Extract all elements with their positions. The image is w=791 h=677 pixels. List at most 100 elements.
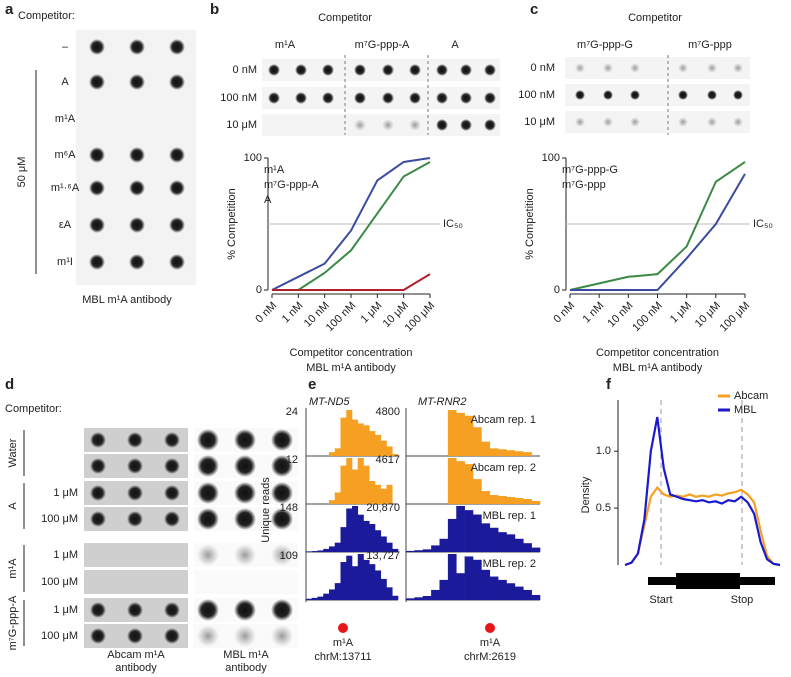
blot-dot [169, 180, 185, 196]
blot-dot [436, 92, 448, 104]
coverage-bin [489, 527, 499, 552]
coverage-bin [473, 479, 482, 504]
coverage-bin [431, 589, 440, 600]
blot-dot [460, 119, 472, 131]
x-tick-label: 100 μM [718, 300, 753, 335]
site-position: chrM:13711 [314, 651, 371, 663]
blot-dot [127, 458, 143, 474]
coverage-bin [523, 589, 532, 600]
panel-letter: d [5, 376, 14, 393]
coverage-bin [334, 492, 341, 504]
group-label: Water [7, 438, 19, 467]
group-label: m⁷G-ppp-A [7, 595, 19, 650]
gene-label: MT-RNR2 [418, 396, 467, 408]
series-line [570, 173, 746, 291]
x-tick-label: 0 nM [551, 300, 577, 326]
track-max: 13,727 [366, 550, 400, 562]
coverage-bin [352, 469, 359, 504]
coverage-bin [406, 550, 415, 552]
coverage-bin [386, 587, 393, 600]
coverage-bin [329, 500, 336, 504]
coverage-bin [456, 506, 465, 552]
concentration-label: 1 μM [53, 549, 78, 561]
y-tick-label: 100 [542, 152, 560, 164]
blot-dot [234, 455, 256, 477]
blot-dot [127, 485, 143, 501]
blot-row-label: 0 nM [531, 62, 555, 74]
coverage-bin [357, 458, 364, 504]
coverage-bin [506, 534, 516, 552]
coverage-bin [346, 410, 353, 456]
blot-dot [169, 39, 185, 55]
caption: MBL m¹A antibody [82, 294, 172, 306]
blot-dot [271, 599, 293, 621]
coverage-bin [506, 450, 516, 456]
blot-dot [382, 64, 394, 76]
coverage-bin [506, 583, 516, 600]
panel-letter: a [5, 1, 14, 18]
row-label: m¹A [55, 113, 76, 125]
coverage-bin [375, 570, 382, 600]
x-axis-label: MBL m¹A antibody [306, 362, 396, 374]
blot-dot [197, 544, 219, 566]
blot-dot [169, 217, 185, 233]
blot-row-label: 0 nM [233, 64, 257, 76]
blot-dot [89, 254, 105, 270]
coverage-bin [481, 523, 491, 552]
panel-letter: e [308, 376, 316, 393]
blot-dot [707, 117, 717, 127]
blot [565, 111, 750, 133]
track-max: 4800 [376, 406, 400, 418]
blot [194, 570, 298, 594]
coverage-bin [369, 564, 376, 600]
coverage-bin [346, 508, 353, 552]
coverage-bin [481, 491, 491, 504]
concentration-label: 100 μM [41, 513, 78, 525]
coverage-bin [422, 549, 432, 552]
y-axis-label: % Competition [524, 188, 536, 260]
track-max: 109 [280, 550, 298, 562]
coverage-bin [456, 573, 465, 600]
blot-dot [234, 482, 256, 504]
coverage-bin [514, 451, 524, 456]
blot-dot [169, 74, 185, 90]
y-axis-label: % Competition [226, 188, 238, 260]
row-label: – [62, 41, 69, 53]
coverage-bin [531, 594, 541, 600]
track-max: 12 [286, 454, 298, 466]
coverage-bin [498, 579, 507, 600]
blot-dot [90, 458, 106, 474]
coverage-bin [447, 410, 457, 456]
coverage-bin [346, 555, 353, 600]
blot-dot [322, 92, 334, 104]
coverage-bin [464, 556, 474, 600]
blot-dot [197, 599, 219, 621]
track-max: 24 [286, 406, 298, 418]
row-label: m¹I [57, 256, 73, 268]
coverage-bin [334, 583, 341, 600]
blot [84, 543, 188, 567]
gene-label: MT-ND5 [309, 396, 350, 408]
x-tick-label: 100 nM [324, 300, 358, 334]
blot-dot [164, 485, 180, 501]
blot-dot [89, 74, 105, 90]
coverage-bin [514, 498, 524, 504]
coverage-bin [531, 547, 541, 552]
legend-entry: m¹A [264, 164, 285, 176]
gene-position-label: Stop [731, 594, 754, 606]
concentration-label: 100 μM [41, 630, 78, 642]
coverage-bin [369, 524, 376, 552]
blot-column-label: m⁷G-ppp-G [577, 39, 633, 51]
blot-dot [295, 92, 307, 104]
legend-entry: m⁷G-ppp-G [562, 164, 618, 176]
panel-letter: c [530, 1, 538, 18]
blot-dot [603, 90, 613, 100]
blot-dot [271, 429, 293, 451]
coverage-bin [523, 499, 532, 504]
blot-dot [603, 63, 613, 73]
blot-dot [129, 254, 145, 270]
blot-dot [164, 602, 180, 618]
series-line [569, 161, 746, 291]
coverage-bin [329, 452, 336, 456]
